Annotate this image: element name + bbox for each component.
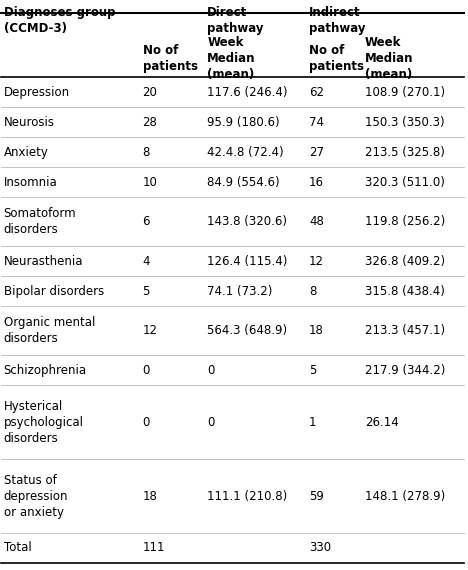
Text: 4: 4 (143, 255, 150, 268)
Text: 111: 111 (143, 542, 165, 555)
Text: 48: 48 (309, 215, 324, 229)
Text: Anxiety: Anxiety (4, 146, 49, 159)
Text: 126.4 (115.4): 126.4 (115.4) (207, 255, 288, 268)
Text: 119.8 (256.2): 119.8 (256.2) (365, 215, 445, 229)
Text: 108.9 (270.1): 108.9 (270.1) (365, 86, 445, 99)
Text: 0: 0 (207, 416, 215, 429)
Text: Status of
depression
or anxiety: Status of depression or anxiety (4, 474, 68, 519)
Text: 213.5 (325.8): 213.5 (325.8) (365, 146, 445, 159)
Text: 74.1 (73.2): 74.1 (73.2) (207, 285, 273, 298)
Text: Bipolar disorders: Bipolar disorders (4, 285, 104, 298)
Text: Direct
pathway: Direct pathway (207, 6, 264, 35)
Text: 0: 0 (143, 364, 150, 377)
Text: 217.9 (344.2): 217.9 (344.2) (365, 364, 445, 377)
Text: Week
Median
(mean): Week Median (mean) (207, 36, 256, 81)
Text: Somatoform
disorders: Somatoform disorders (4, 207, 76, 237)
Text: Organic mental
disorders: Organic mental disorders (4, 316, 95, 345)
Text: Neurasthenia: Neurasthenia (4, 255, 83, 268)
Text: 28: 28 (143, 116, 157, 129)
Text: 27: 27 (309, 146, 324, 159)
Text: 150.3 (350.3): 150.3 (350.3) (365, 116, 444, 129)
Text: 10: 10 (143, 176, 157, 189)
Text: Insomnia: Insomnia (4, 176, 58, 189)
Text: 18: 18 (143, 490, 157, 503)
Text: Week
Median
(mean): Week Median (mean) (365, 36, 413, 81)
Text: 8: 8 (143, 146, 150, 159)
Text: 1: 1 (309, 416, 317, 429)
Text: No of
patients: No of patients (309, 44, 364, 73)
Text: 12: 12 (143, 324, 158, 337)
Text: 117.6 (246.4): 117.6 (246.4) (207, 86, 288, 99)
Text: 12: 12 (309, 255, 324, 268)
Text: 16: 16 (309, 176, 324, 189)
Text: 84.9 (554.6): 84.9 (554.6) (207, 176, 280, 189)
Text: Total: Total (4, 542, 31, 555)
Text: 143.8 (320.6): 143.8 (320.6) (207, 215, 287, 229)
Text: 564.3 (648.9): 564.3 (648.9) (207, 324, 287, 337)
Text: 26.14: 26.14 (365, 416, 398, 429)
Text: Depression: Depression (4, 86, 70, 99)
Text: 59: 59 (309, 490, 324, 503)
Text: 18: 18 (309, 324, 324, 337)
Text: 320.3 (511.0): 320.3 (511.0) (365, 176, 445, 189)
Text: 0: 0 (143, 416, 150, 429)
Text: 20: 20 (143, 86, 157, 99)
Text: 326.8 (409.2): 326.8 (409.2) (365, 255, 445, 268)
Text: Diagnoses group
(CCMD-3): Diagnoses group (CCMD-3) (4, 6, 115, 35)
Text: 62: 62 (309, 86, 324, 99)
Text: 42.4.8 (72.4): 42.4.8 (72.4) (207, 146, 284, 159)
Text: No of
patients: No of patients (143, 44, 197, 73)
Text: 8: 8 (309, 285, 316, 298)
Text: 0: 0 (207, 364, 215, 377)
Text: 315.8 (438.4): 315.8 (438.4) (365, 285, 445, 298)
Text: 74: 74 (309, 116, 324, 129)
Text: 6: 6 (143, 215, 150, 229)
Text: 95.9 (180.6): 95.9 (180.6) (207, 116, 280, 129)
Text: Schizophrenia: Schizophrenia (4, 364, 87, 377)
Text: 5: 5 (309, 364, 316, 377)
Text: Indirect
pathway: Indirect pathway (309, 6, 366, 35)
Text: 5: 5 (143, 285, 150, 298)
Text: 148.1 (278.9): 148.1 (278.9) (365, 490, 445, 503)
Text: 330: 330 (309, 542, 331, 555)
Text: Neurosis: Neurosis (4, 116, 55, 129)
Text: 213.3 (457.1): 213.3 (457.1) (365, 324, 445, 337)
Text: Hysterical
psychological
disorders: Hysterical psychological disorders (4, 400, 84, 445)
Text: 111.1 (210.8): 111.1 (210.8) (207, 490, 288, 503)
